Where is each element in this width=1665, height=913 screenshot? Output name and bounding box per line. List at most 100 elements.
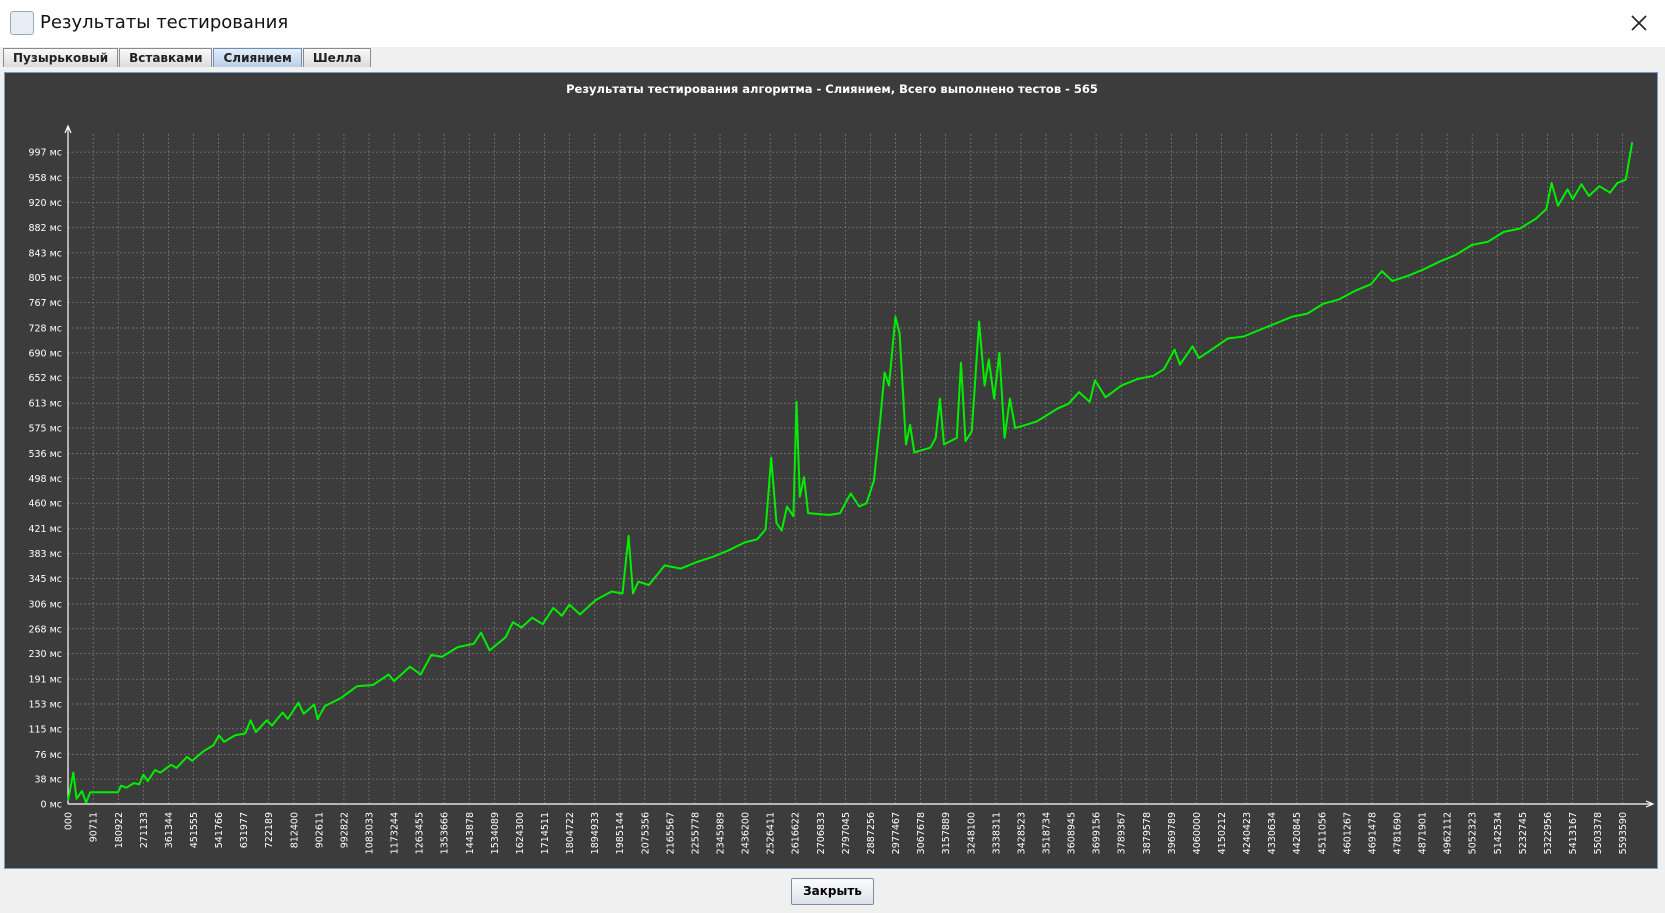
x-tick-label: 1534089 — [490, 812, 501, 854]
axis — [64, 124, 72, 804]
y-tick-label: 652 мс — [28, 373, 62, 384]
x-tick-label: 180922 — [114, 812, 125, 848]
y-tick-label: 115 мс — [28, 724, 62, 735]
y-tick-label: 345 мс — [28, 574, 62, 585]
y-tick-label: 153 мс — [28, 699, 62, 710]
x-tick-label: 1083033 — [365, 812, 376, 854]
y-tick-label: 306 мс — [28, 599, 62, 610]
x-tick-label: 3608945 — [1067, 812, 1078, 854]
x-tick-label: 2436200 — [741, 812, 752, 854]
y-tick-label: 191 мс — [28, 675, 62, 686]
tab[interactable]: Слиянием — [213, 48, 302, 67]
x-tick-label: 4871901 — [1418, 812, 1429, 854]
chart-title: Результаты тестирования алгоритма - Слия… — [566, 82, 1098, 96]
x-tick-label: 000 — [64, 812, 75, 830]
x-tick-label: 5232745 — [1518, 812, 1529, 854]
x-tick-label: 4691478 — [1367, 812, 1378, 854]
tab[interactable]: Пузырьковый — [3, 48, 119, 67]
x-tick-label: 2797045 — [841, 812, 852, 854]
x-tick-label: 90711 — [89, 812, 100, 842]
app-icon — [10, 11, 34, 35]
x-tick-label: 2526411 — [766, 812, 777, 854]
x-tick-label: 2887256 — [866, 812, 877, 854]
tab[interactable]: Вставками — [119, 48, 213, 67]
x-tick-label: 2345989 — [716, 812, 727, 854]
close-dialog-button[interactable]: Закрыть — [791, 878, 874, 905]
x-tick-label: 3248100 — [966, 812, 977, 854]
x-tick-label: 4962112 — [1443, 812, 1454, 854]
x-tick-label: 2706833 — [816, 812, 827, 854]
x-tick-label: 2165567 — [665, 812, 676, 854]
x-tick-label: 2977467 — [891, 812, 902, 854]
axis — [68, 800, 1655, 808]
x-tick-label: 3067678 — [916, 812, 927, 854]
x-tick-label: 1443878 — [465, 812, 476, 854]
x-tick-label: 3157889 — [941, 812, 952, 854]
x-tick-label: 4781690 — [1392, 812, 1403, 854]
y-tick-label: 958 мс — [28, 173, 62, 184]
y-tick-label: 805 мс — [28, 273, 62, 284]
y-tick-label: 421 мс — [28, 524, 62, 535]
window-title: Результаты тестирования — [40, 12, 289, 33]
x-tick-label: 3518734 — [1041, 812, 1052, 854]
x-tick-label: 2255778 — [690, 812, 701, 854]
x-tick-label: 4601267 — [1342, 812, 1353, 854]
x-tick-label: 3338311 — [991, 812, 1002, 854]
x-tick-label: 451555 — [189, 812, 200, 848]
y-tick-label: 460 мс — [28, 499, 62, 510]
x-tick-label: 5413167 — [1568, 812, 1579, 854]
chart: Результаты тестирования алгоритма - Слия… — [28, 82, 1655, 854]
x-tick-label: 3879578 — [1142, 812, 1153, 854]
title-bar: Результаты тестирования — [0, 0, 1665, 47]
x-tick-label: 1353666 — [440, 812, 451, 854]
x-tick-label: 5503378 — [1593, 812, 1604, 854]
x-tick-label: 3789367 — [1117, 812, 1128, 854]
x-tick-label: 5322956 — [1543, 812, 1554, 854]
y-tick-label: 536 мс — [28, 449, 62, 460]
y-tick-label: 0 мс — [41, 800, 62, 811]
x-tick-label: 1985144 — [615, 812, 626, 854]
x-tick-label: 5142534 — [1493, 812, 1504, 854]
y-tick-label: 613 мс — [28, 399, 62, 410]
x-tick-label: 3428523 — [1016, 812, 1027, 854]
x-tick-label: 5593590 — [1618, 812, 1629, 854]
x-tick-label: 271133 — [139, 812, 150, 848]
x-tick-label: 4060000 — [1192, 812, 1203, 854]
y-tick-label: 383 мс — [28, 549, 62, 560]
x-tick-label: 1804722 — [565, 812, 576, 854]
data-line — [67, 142, 1634, 804]
y-tick-label: 498 мс — [28, 474, 62, 485]
x-tick-label: 1263455 — [415, 812, 426, 854]
x-tick-label: 4511056 — [1317, 812, 1328, 854]
close-button[interactable] — [1630, 14, 1648, 32]
x-tick-label: 812400 — [289, 812, 300, 848]
x-tick-label: 1714511 — [540, 812, 551, 854]
x-tick-label: 361344 — [164, 812, 175, 848]
y-tick-label: 843 мс — [28, 248, 62, 259]
x-tick-label: 541766 — [214, 812, 225, 848]
tab-bar: Пузырьковый Вставками Слиянием Шелла — [3, 48, 372, 67]
x-tick-label: 4240423 — [1242, 812, 1253, 854]
y-tick-label: 728 мс — [28, 324, 62, 335]
x-tick-label: 992822 — [339, 812, 350, 848]
y-tick-label: 690 мс — [28, 348, 62, 359]
y-tick-label: 575 мс — [28, 424, 62, 435]
y-tick-label: 997 мс — [28, 148, 62, 159]
x-tick-label: 4150212 — [1217, 812, 1228, 854]
tab[interactable]: Шелла — [302, 48, 372, 67]
y-tick-label: 76 мс — [35, 750, 63, 761]
x-tick-label: 4420845 — [1292, 812, 1303, 854]
y-tick-label: 230 мс — [28, 649, 62, 660]
x-tick-label: 3699156 — [1092, 812, 1103, 854]
x-tick-label: 631977 — [239, 812, 250, 848]
x-tick-label: 902611 — [314, 812, 325, 848]
y-tick-label: 767 мс — [28, 298, 62, 309]
x-tick-label: 722189 — [264, 812, 275, 848]
x-tick-label: 5052323 — [1468, 812, 1479, 854]
x-tick-label: 2616622 — [791, 812, 802, 854]
x-tick-label: 2075356 — [640, 812, 651, 854]
y-tick-label: 882 мс — [28, 223, 62, 234]
x-tick-label: 4330634 — [1267, 812, 1278, 854]
x-tick-label: 1624300 — [515, 812, 526, 854]
